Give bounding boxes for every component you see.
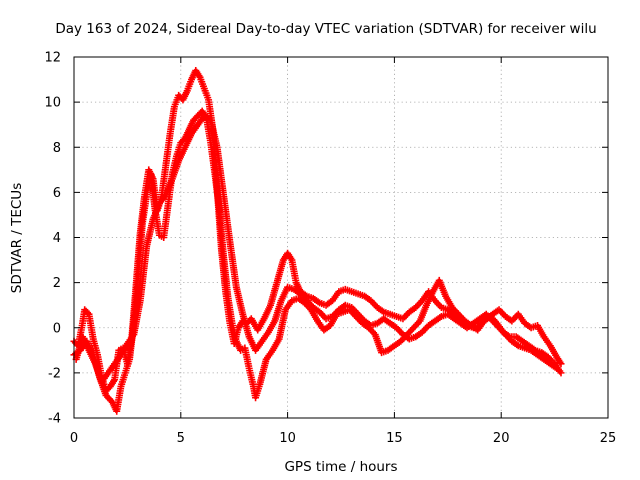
chart-title: Day 163 of 2024, Sidereal Day-to-day VTE… [55,21,596,37]
plot-frame [73,56,609,419]
grid [74,57,608,418]
y-tick-label: -2 [48,366,61,381]
y-tick-label: 8 [53,141,61,156]
data-points [70,67,565,415]
x-tick-label: 10 [279,431,296,446]
y-tick-label: 6 [53,186,61,201]
y-tick-label: 12 [44,51,61,66]
data-point [553,364,561,372]
x-tick-label: 20 [493,431,510,446]
axis-ticks: 0 5 10 15 20 25 -4 -2 0 2 4 6 8 10 12 [44,51,616,447]
data-point [557,360,565,368]
x-tick-label: 5 [177,431,185,446]
data-point [84,309,92,317]
data-point [557,369,565,377]
y-tick-label: 10 [44,96,61,111]
y-tick-label: 0 [53,321,61,336]
x-tick-label: 15 [386,431,403,446]
y-tick-label: 4 [53,231,61,246]
x-axis-label: GPS time / hours [284,459,397,475]
x-tick-label: 0 [70,431,78,446]
y-tick-label: -4 [48,412,61,427]
x-tick-label: 25 [600,431,617,446]
y-axis-label: SDTVAR / TECUs [9,183,25,293]
series-trace-c [72,112,561,386]
y-tick-label: 2 [53,276,61,291]
